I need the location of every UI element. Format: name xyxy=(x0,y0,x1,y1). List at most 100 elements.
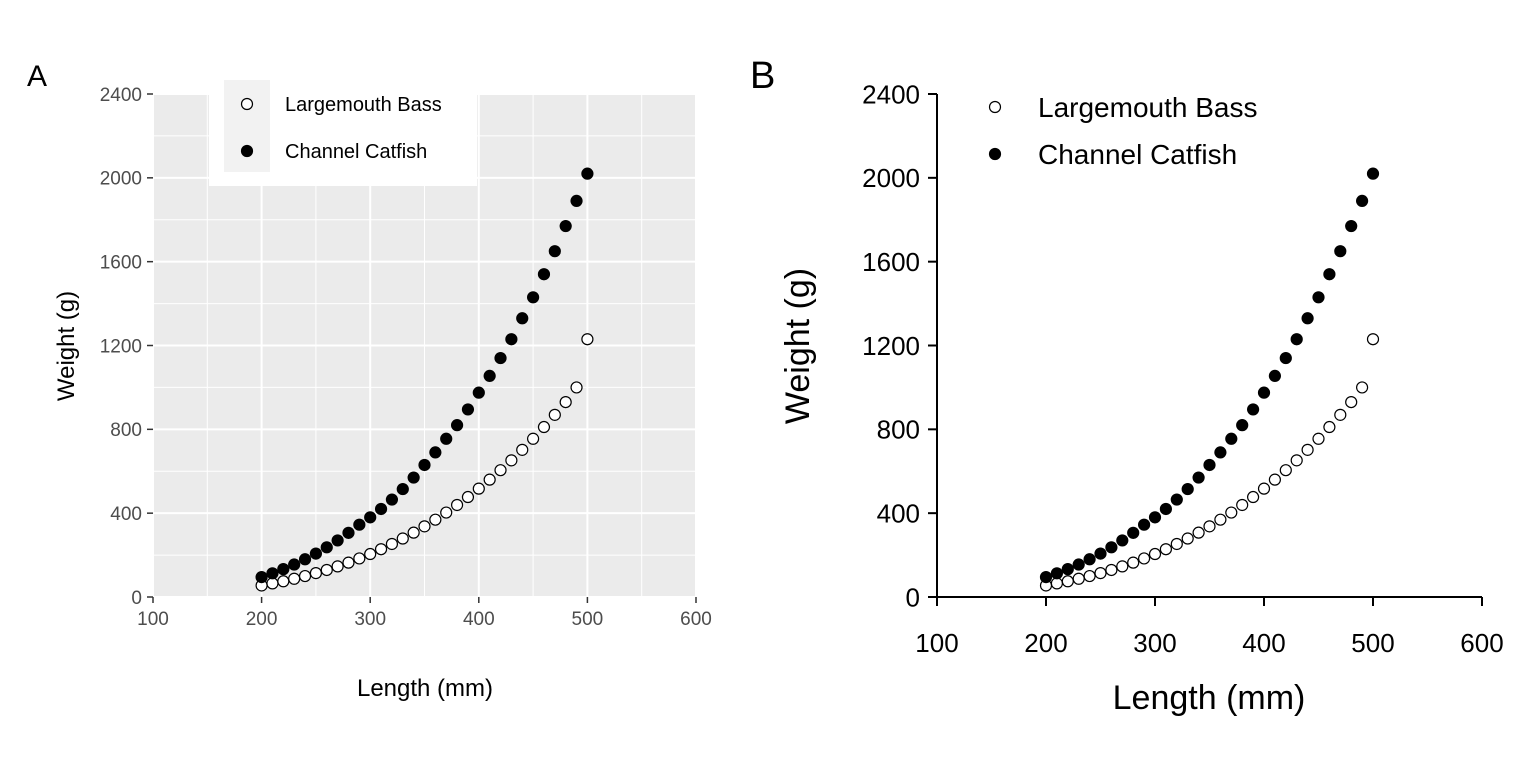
panel-a-point-channel-catfish xyxy=(277,563,290,576)
panel-a-point-largemouth-bass xyxy=(537,420,551,434)
panel-b-points xyxy=(1039,167,1380,592)
panel-b-point-channel-catfish xyxy=(1268,369,1282,382)
panel-b-point-largemouth-bass xyxy=(1323,420,1336,434)
panel-a-legend-key-largemouth-bass xyxy=(240,97,254,111)
panel-b-point-channel-catfish xyxy=(1127,526,1140,539)
panel-a-point-largemouth-bass xyxy=(320,563,333,577)
panel-a-point-channel-catfish xyxy=(320,541,333,554)
panel-a-point-largemouth-bass xyxy=(429,513,442,526)
panel-b-point-channel-catfish xyxy=(1345,219,1358,233)
panel-a-point-largemouth-bass xyxy=(461,490,475,504)
panel-a-ylabel: Weight (g) xyxy=(53,291,80,401)
panel-a-point-channel-catfish xyxy=(450,419,464,432)
panel-b-x-tick-label: 600 xyxy=(1460,628,1503,658)
panel-b-x-tick-label: 100 xyxy=(915,628,958,658)
panel-b-x-tick-label: 500 xyxy=(1351,628,1394,658)
panel-a-point-channel-catfish xyxy=(483,369,496,382)
panel-a-point-channel-catfish xyxy=(505,333,518,346)
panel-b-point-channel-catfish xyxy=(1148,511,1162,524)
panel-a-point-largemouth-bass xyxy=(581,333,594,346)
panel-b-ylabel: Weight (g) xyxy=(779,268,817,424)
panel-b-point-largemouth-bass xyxy=(1159,543,1173,556)
panel-b-y-tick-label: 0 xyxy=(906,582,920,612)
panel-a-point-largemouth-bass xyxy=(450,498,464,512)
panel-a-point-largemouth-bass xyxy=(472,482,485,495)
panel-a-point-channel-catfish xyxy=(396,482,409,496)
panel-a-legend-key-background xyxy=(224,80,270,172)
panel-b-legend-label: Channel Catfish xyxy=(1038,139,1237,170)
panel-a-point-channel-catfish xyxy=(429,446,442,459)
panel-b-point-largemouth-bass xyxy=(1257,482,1271,495)
panel-b-point-channel-catfish xyxy=(1290,333,1303,346)
panel-a-points xyxy=(255,167,594,592)
panel-b-legend-key-channel-catfish xyxy=(988,147,1002,161)
panel-b-point-largemouth-bass xyxy=(1301,443,1314,456)
panel-a-point-largemouth-bass xyxy=(385,537,399,551)
panel-a-point-largemouth-bass xyxy=(418,520,431,533)
panel-b-point-channel-catfish xyxy=(1214,446,1227,459)
panel-b-point-channel-catfish xyxy=(1072,558,1085,571)
panel-a-point-largemouth-bass xyxy=(266,577,279,590)
panel-b-point-channel-catfish xyxy=(1203,458,1216,472)
panel-b-x-tick-label: 400 xyxy=(1242,628,1285,658)
panel-a-x-tick-label: 500 xyxy=(572,609,604,630)
panel-b-point-largemouth-bass xyxy=(1279,464,1292,477)
panel-b-point-channel-catfish xyxy=(1257,386,1271,399)
panel-a-point-largemouth-bass xyxy=(298,569,312,583)
panel-b-point-channel-catfish xyxy=(1039,570,1053,584)
panel-b-point-largemouth-bass xyxy=(1203,520,1216,533)
panel-b-legend-key-largemouth-bass xyxy=(988,100,1002,114)
panel-a-point-channel-catfish xyxy=(385,493,399,506)
panel-b-point-channel-catfish xyxy=(1050,567,1064,580)
panel-a-point-channel-catfish xyxy=(559,219,572,233)
panel-a-x-tick-label: 400 xyxy=(463,609,495,630)
panel-b-y-tick-label: 1600 xyxy=(862,247,920,277)
panel-a-point-channel-catfish xyxy=(331,534,344,547)
panel-b-point-channel-catfish xyxy=(1301,312,1314,325)
panel-b-point-largemouth-bass xyxy=(1072,572,1085,585)
panel-a-point-channel-catfish xyxy=(255,570,268,584)
panel-a-point-channel-catfish xyxy=(364,511,377,524)
panel-a-point-largemouth-bass xyxy=(309,567,322,580)
panel-b-point-largemouth-bass xyxy=(1105,563,1118,577)
panel-a-x-tick-label: 100 xyxy=(137,609,169,630)
panel-b-point-channel-catfish xyxy=(1137,518,1151,531)
panel-a-point-largemouth-bass xyxy=(374,543,388,556)
panel-a-x-tick-label: 200 xyxy=(246,609,278,630)
panel-a-label: A xyxy=(27,60,47,93)
panel-b-point-largemouth-bass xyxy=(1366,333,1380,346)
panel-b-point-largemouth-bass xyxy=(1148,547,1162,561)
panel-a-y-tick-label: 2400 xyxy=(100,85,142,106)
panel-b-label: B xyxy=(750,55,775,97)
panel-a-point-largemouth-bass xyxy=(505,454,518,467)
panel-a-point-largemouth-bass xyxy=(342,556,355,569)
panel-a-point-largemouth-bass xyxy=(440,506,453,519)
panel-a-xlabel: Length (mm) xyxy=(357,675,493,702)
panel-a-legend-label: Channel Catfish xyxy=(285,141,427,163)
panel-b-xlabel: Length (mm) xyxy=(1113,679,1306,717)
panel-b-point-channel-catfish xyxy=(1094,547,1107,560)
panel-a-point-channel-catfish xyxy=(407,471,420,484)
panel-a-point-largemouth-bass xyxy=(516,443,529,456)
panel-b-point-largemouth-bass xyxy=(1312,432,1325,445)
panel-b-y-tick-label: 800 xyxy=(877,415,920,445)
panel-a-point-largemouth-bass xyxy=(396,532,409,545)
panel-b-point-largemouth-bass xyxy=(1170,537,1183,551)
panel-a-point-largemouth-bass xyxy=(570,381,583,394)
panel-b-point-largemouth-bass xyxy=(1137,552,1151,565)
panel-a-legend-key-channel-catfish xyxy=(240,144,254,158)
panel-a-y-tick-label: 400 xyxy=(110,504,142,525)
panel-b-point-channel-catfish xyxy=(1170,493,1183,506)
panel-b-point-channel-catfish xyxy=(1279,351,1292,365)
panel-b-point-largemouth-bass xyxy=(1192,526,1205,539)
panel-b-legend: Largemouth Bass Channel Catfish xyxy=(988,92,1257,170)
panel-a-point-largemouth-bass xyxy=(494,464,507,477)
panel-a-point-channel-catfish xyxy=(309,547,322,560)
panel-a-point-channel-catfish xyxy=(526,291,540,304)
panel-b-y-tick-label: 2000 xyxy=(862,163,920,193)
panel-b-point-largemouth-bass xyxy=(1236,498,1249,512)
panel-a: 100 200 300 400 500 600 0 400 800 1200 1600 2000 240… xyxy=(27,60,712,702)
panel-a-point-channel-catfish xyxy=(570,194,583,207)
panel-a-point-largemouth-bass xyxy=(559,395,572,409)
